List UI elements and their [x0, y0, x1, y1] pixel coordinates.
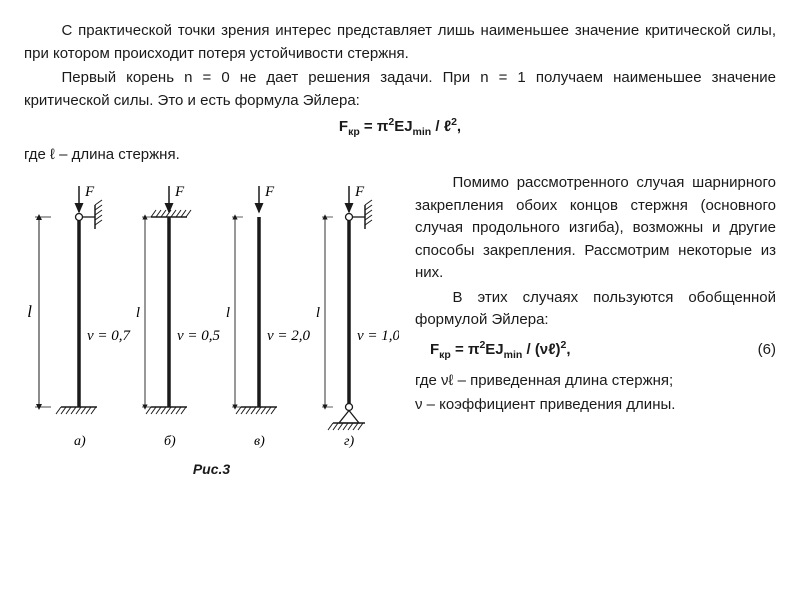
- formula-euler-generalized: Fкр = π2EJmin / (νℓ)2, (6): [415, 338, 776, 364]
- where-3: ν – коэффициент приведения длины.: [415, 394, 776, 417]
- svg-text:l: l: [27, 302, 32, 321]
- figure-caption: Рис.3: [24, 459, 399, 480]
- svg-text:ν = 0,5: ν = 0,5: [177, 328, 221, 344]
- where-1: где ℓ – длина стержня.: [24, 144, 776, 167]
- paragraph-2: Первый корень n = 0 не дает решения зада…: [24, 67, 776, 112]
- svg-text:l: l: [316, 305, 320, 321]
- column-в): Fν = 2,0 в) l: [226, 184, 311, 449]
- where-2: где νℓ – приведенная длина стержня;: [415, 370, 776, 393]
- svg-text:l: l: [226, 305, 230, 321]
- svg-text:б): б): [164, 434, 176, 449]
- equation-number: (6): [758, 339, 776, 362]
- paragraph-1: С практической точки зрения интерес пред…: [24, 20, 776, 65]
- paragraph-3: Помимо рассмотренного случая шарнирного …: [415, 172, 776, 285]
- svg-text:l: l: [136, 305, 140, 321]
- svg-text:ν = 2,0: ν = 2,0: [267, 328, 311, 344]
- formula-euler-basic: Fкр = π2EJmin / ℓ2,: [24, 115, 776, 141]
- svg-text:F: F: [264, 184, 275, 200]
- svg-text:а): а): [74, 434, 86, 449]
- paragraph-4: В этих случаях пользуются обобщенной фор…: [415, 287, 776, 332]
- column-г): Fν = 1,0 г) l: [316, 184, 399, 449]
- figure-3-diagram: lFν = 0,7а)Fν = 0,5б)lFν = 2,0в)lFν = 1,…: [24, 172, 399, 457]
- formula-2-body: Fкр = π2EJmin / (νℓ)2,: [430, 338, 571, 364]
- column-а): Fν = 0,7 а): [56, 184, 132, 449]
- column-б): Fν = 0,5 б) l: [136, 184, 221, 449]
- svg-text:ν = 1,0: ν = 1,0: [357, 328, 399, 344]
- svg-text:ν = 0,7: ν = 0,7: [87, 328, 132, 344]
- svg-text:F: F: [354, 184, 365, 200]
- svg-text:в): в): [254, 434, 265, 449]
- svg-text:F: F: [84, 184, 95, 200]
- svg-text:г): г): [344, 434, 354, 449]
- svg-text:F: F: [174, 184, 185, 200]
